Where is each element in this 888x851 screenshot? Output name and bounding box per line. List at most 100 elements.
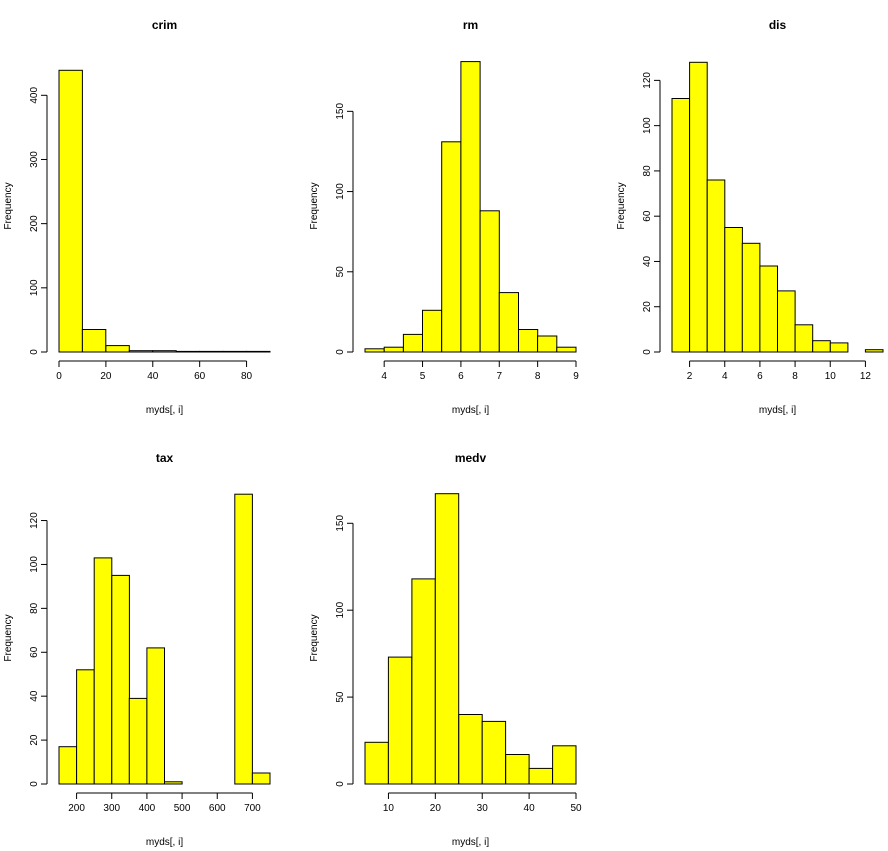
x-axis-label: myds[, i]	[759, 405, 796, 416]
y-tick-label: 80	[642, 165, 653, 177]
y-tick-label: 100	[335, 183, 346, 200]
histogram-bar	[689, 61, 708, 353]
histogram-bar	[498, 292, 519, 353]
histogram-bar	[777, 290, 796, 353]
histogram-bar	[537, 335, 558, 353]
x-tick-label: 4	[381, 371, 387, 382]
x-tick-label: 500	[174, 803, 191, 814]
histogram-bar	[552, 745, 577, 785]
histogram-bar	[556, 346, 577, 353]
chart-title: tax	[156, 451, 174, 465]
y-axis-label: Frequency	[616, 182, 627, 229]
x-tick-label: 40	[524, 803, 536, 814]
y-tick-label: 100	[29, 556, 40, 573]
histogram-bar	[458, 714, 483, 785]
y-tick-label: 300	[29, 151, 40, 168]
y-axis-label: Frequency	[309, 614, 320, 661]
histogram-bar	[364, 348, 385, 353]
histogram-panel-dis: dis 2 4 6 8 10 12 myds[, i] 0 20 40 60 80 100 120 Frequ…	[616, 18, 884, 416]
histogram-bar	[505, 754, 530, 785]
histogram-bar	[251, 772, 271, 785]
histogram-bar	[76, 669, 95, 785]
y-tick-label: 100	[29, 279, 40, 296]
y-tick-label: 60	[642, 210, 653, 222]
x-tick-label: 10	[383, 803, 395, 814]
y-tick-label: 0	[29, 781, 40, 787]
histogram-bar	[812, 340, 831, 353]
y-tick-label: 50	[335, 266, 346, 278]
histogram-bar	[81, 329, 107, 353]
histogram-bar	[93, 557, 113, 785]
histogram-bar	[411, 578, 436, 785]
histogram-panel-tax: tax 200 300 400 500 600 700 myds[, i] 0 20 40 60 80 1…	[3, 451, 271, 848]
histogram-bar	[246, 350, 271, 353]
histogram-bar	[441, 141, 462, 353]
histogram-bar	[422, 309, 443, 353]
x-tick-label: 300	[103, 803, 120, 814]
y-axis-label: Frequency	[3, 614, 14, 661]
x-tick-label: 20	[430, 803, 442, 814]
histogram-bar	[383, 346, 404, 353]
x-tick-label: 600	[209, 803, 226, 814]
histogram-bar	[387, 656, 413, 785]
y-tick-label: 0	[29, 349, 40, 355]
x-tick-label: 8	[792, 371, 798, 382]
histogram-panel-crim: crim 0 20 40 60 80 myds[, i] 0 100 200 300 400 Frequ…	[3, 18, 271, 416]
y-tick-label: 120	[29, 512, 40, 529]
histogram-bar	[364, 741, 389, 785]
histogram-bar	[518, 329, 539, 353]
x-tick-label: 4	[722, 371, 728, 382]
histogram-bar	[164, 781, 183, 785]
y-axis-label: Frequency	[309, 182, 320, 229]
y-tick-label: 0	[335, 781, 346, 787]
chart-title: medv	[455, 451, 487, 465]
y-tick-label: 50	[335, 691, 346, 703]
histogram-bar	[199, 350, 224, 353]
histogram-panel-medv: medv 10 20 30 40 50 myds[, i] 0 50 100 150 Frequenc…	[309, 451, 582, 848]
x-tick-label: 20	[100, 371, 112, 382]
y-tick-label: 200	[29, 215, 40, 232]
histogram-panel-rm: rm 4 5 6 7 8 9 myds[, i] 0 50 100 150 Frequency	[309, 18, 579, 416]
histogram-bar	[222, 350, 248, 353]
y-tick-label: 60	[29, 646, 40, 658]
x-tick-label: 200	[68, 803, 85, 814]
x-tick-label: 7	[496, 371, 502, 382]
histogram-bar	[794, 324, 814, 353]
x-tick-label: 700	[244, 803, 261, 814]
chart-title: crim	[152, 18, 177, 32]
histogram-bar	[175, 350, 201, 353]
y-tick-label: 80	[29, 602, 40, 614]
x-axis-label: myds[, i]	[146, 837, 183, 848]
histogram-bar	[58, 69, 83, 353]
histogram-bar	[671, 98, 691, 353]
x-axis-label: myds[, i]	[452, 405, 489, 416]
y-axis-label: Frequency	[3, 182, 14, 229]
y-tick-label: 0	[642, 349, 653, 355]
histogram-bar	[434, 493, 460, 785]
x-tick-label: 0	[56, 371, 62, 382]
y-tick-label: 20	[642, 301, 653, 313]
histogram-bar	[724, 227, 743, 353]
histogram-bar	[479, 210, 500, 353]
x-axis-label: myds[, i]	[452, 837, 489, 848]
x-tick-label: 5	[420, 371, 426, 382]
x-tick-label: 12	[860, 371, 872, 382]
histogram-bar	[58, 746, 78, 785]
y-tick-label: 100	[642, 117, 653, 134]
x-tick-label: 9	[573, 371, 579, 382]
histogram-bar	[706, 179, 726, 353]
x-tick-label: 80	[241, 371, 253, 382]
y-tick-label: 100	[335, 601, 346, 618]
histogram-bar	[528, 767, 553, 785]
x-tick-label: 2	[687, 371, 693, 382]
histogram-bar	[111, 574, 130, 785]
x-tick-label: 6	[757, 371, 763, 382]
y-tick-label: 120	[642, 72, 653, 89]
chart-title: dis	[769, 18, 787, 32]
x-tick-label: 40	[147, 371, 159, 382]
histogram-bar	[402, 333, 424, 353]
x-tick-label: 6	[458, 371, 464, 382]
x-tick-label: 400	[139, 803, 156, 814]
y-tick-label: 20	[29, 734, 40, 746]
